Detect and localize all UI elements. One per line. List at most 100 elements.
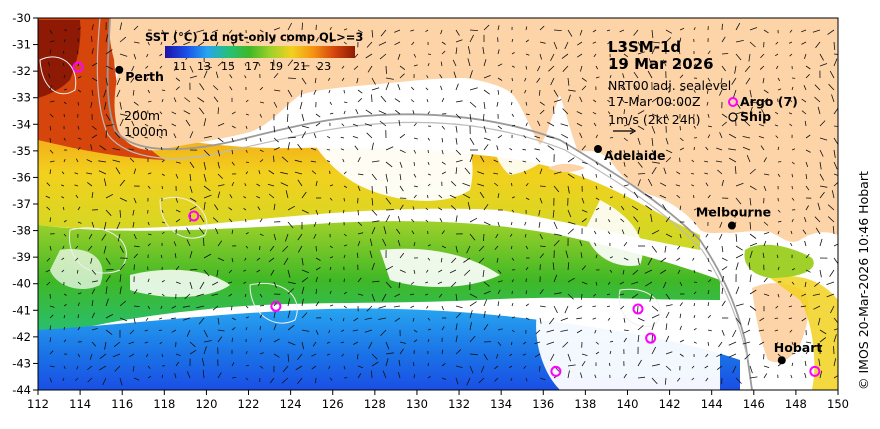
x-tick-label: 128 bbox=[364, 397, 386, 411]
x-tick-label: 122 bbox=[238, 397, 260, 411]
x-tick-label: 146 bbox=[743, 397, 765, 411]
x-tick-label: 144 bbox=[701, 397, 723, 411]
x-tick-label: 138 bbox=[574, 397, 596, 411]
y-tick-label: -34 bbox=[12, 117, 31, 131]
colorbar-tick-label: 17 bbox=[245, 60, 259, 73]
y-tick-label: -33 bbox=[12, 91, 31, 105]
y-tick-label: -41 bbox=[12, 303, 31, 317]
x-tick-label: 130 bbox=[406, 397, 428, 411]
product-title: L3SM-1d bbox=[608, 38, 681, 56]
current-time: 17-Mar 00:00Z bbox=[608, 94, 701, 109]
colorbar-tick-label: 21 bbox=[293, 60, 307, 73]
city-marker bbox=[778, 356, 786, 364]
current-vector bbox=[260, 246, 261, 250]
contour-label-200m: 200m bbox=[124, 108, 160, 123]
product-date: 19 Mar 2026 bbox=[608, 55, 714, 73]
current-vector bbox=[316, 246, 317, 251]
current-vector bbox=[694, 147, 695, 150]
current-vector bbox=[722, 54, 728, 55]
city-marker bbox=[594, 145, 602, 153]
current-vector bbox=[274, 156, 275, 162]
x-tick-label: 114 bbox=[69, 397, 91, 411]
current-vector bbox=[344, 90, 345, 93]
x-tick-label: 124 bbox=[280, 397, 302, 411]
y-tick-label: -32 bbox=[12, 64, 31, 78]
x-tick-label: 118 bbox=[153, 397, 175, 411]
city-label: Perth bbox=[125, 69, 164, 84]
y-tick-label: -35 bbox=[12, 144, 31, 158]
colorbar-title: SST (°C) 1d ngt-only comp QL>=3 bbox=[145, 30, 363, 44]
current-vector bbox=[540, 186, 546, 187]
current-vector bbox=[260, 326, 261, 330]
y-tick-label: -36 bbox=[12, 170, 31, 184]
city-marker bbox=[728, 222, 736, 230]
longitude-axis: 112 114 116 118 120 122 124 126 128 130 132 134 136 1… bbox=[27, 390, 849, 411]
y-tick-label: -31 bbox=[12, 38, 31, 52]
y-tick-label: -40 bbox=[12, 277, 31, 291]
x-tick-label: 150 bbox=[827, 397, 849, 411]
city-label: Adelaide bbox=[604, 148, 666, 163]
current-vector bbox=[344, 198, 345, 201]
colorbar-tick-label: 15 bbox=[221, 60, 235, 73]
x-tick-label: 134 bbox=[490, 397, 512, 411]
colorbar-tick-label: 19 bbox=[269, 60, 283, 73]
credit-text: © IMOS 20-Mar-2026 10:46 Hobart bbox=[856, 171, 871, 390]
current-vector bbox=[610, 138, 613, 139]
colorbar-tick-label: 23 bbox=[317, 60, 331, 73]
y-tick-label: -30 bbox=[12, 11, 31, 25]
credit-container: © IMOS 20-Mar-2026 10:46 Hobart bbox=[848, 90, 878, 390]
current-vector bbox=[509, 162, 512, 163]
colorbar-tick-label: 13 bbox=[197, 60, 211, 73]
city-label: Melbourne bbox=[696, 205, 771, 220]
current-vector bbox=[638, 306, 639, 313]
x-tick-label: 148 bbox=[785, 397, 807, 411]
x-tick-label: 140 bbox=[616, 397, 638, 411]
city-label: Hobart bbox=[774, 340, 823, 355]
city-marker bbox=[115, 66, 123, 74]
current-vector bbox=[327, 150, 330, 151]
x-tick-label: 132 bbox=[448, 397, 470, 411]
current-vector bbox=[428, 150, 429, 153]
current-vector bbox=[358, 210, 359, 215]
current-vector bbox=[344, 279, 345, 282]
current-vector bbox=[834, 346, 835, 354]
current-vector bbox=[638, 174, 645, 175]
x-tick-label: 142 bbox=[659, 397, 681, 411]
current-vector bbox=[680, 158, 681, 162]
current-vector bbox=[288, 78, 296, 79]
contour-label-1000m: 1000m bbox=[124, 124, 168, 139]
x-tick-label: 116 bbox=[111, 397, 133, 411]
y-tick-label: -38 bbox=[12, 224, 31, 238]
y-tick-label: -42 bbox=[12, 330, 31, 344]
current-vector bbox=[50, 294, 51, 299]
colorbar-tick-label: 11 bbox=[173, 60, 187, 73]
sst-colorbar: SST (°C) 1d ngt-only comp QL>=3 11 13 15 17… bbox=[145, 30, 363, 73]
current-source: NRT00 adj. sealevel bbox=[608, 78, 731, 93]
current-vector bbox=[694, 282, 697, 283]
y-tick-label: -37 bbox=[12, 197, 31, 211]
ship-legend-label: Ship bbox=[740, 109, 771, 124]
current-vector bbox=[792, 186, 793, 189]
current-vector bbox=[386, 66, 387, 74]
current-vector bbox=[92, 36, 93, 42]
current-vector bbox=[232, 306, 233, 310]
x-tick-label: 126 bbox=[322, 397, 344, 411]
current-vector bbox=[372, 186, 373, 194]
y-tick-label: -39 bbox=[12, 250, 31, 264]
current-vector bbox=[596, 174, 597, 178]
current-scale: 1m/s (2kt 24h) bbox=[608, 112, 700, 127]
current-vector bbox=[512, 78, 513, 81]
argo-legend-label: Argo (7) bbox=[740, 94, 798, 109]
current-vector bbox=[428, 54, 431, 55]
y-tick-label: -44 bbox=[12, 383, 31, 397]
x-tick-label: 136 bbox=[532, 397, 554, 411]
current-vector bbox=[134, 264, 135, 270]
current-vector bbox=[316, 378, 317, 383]
colorbar-swatch bbox=[165, 46, 355, 58]
x-tick-label: 112 bbox=[27, 397, 49, 411]
latitude-axis: -30 -31 -32 -33 -34 -35 -36 -37 -38 -39 -40 -41 -42 -… bbox=[12, 11, 38, 397]
map-plot-area: Perth Adelaide Melbourne Hobart bbox=[38, 18, 842, 390]
current-vector bbox=[372, 95, 373, 103]
x-tick-label: 120 bbox=[195, 397, 217, 411]
